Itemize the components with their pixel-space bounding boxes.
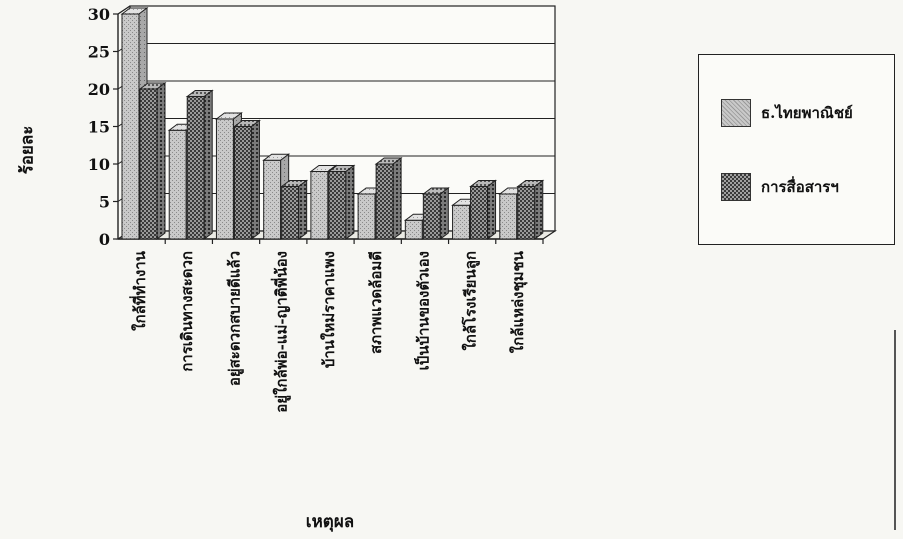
bar-side (203, 89, 213, 240)
y-tick-label: 10 (88, 155, 110, 174)
x-tick-label: อยู่ใกล้พ่อ-แม่-ญาติพี่น้อง (271, 251, 292, 413)
x-tick-label: ใกล้แหล่งชุมชน (509, 250, 528, 353)
bar-front (310, 171, 329, 240)
x-tick-label: การเดินทางสะดวก (178, 251, 196, 372)
bar-front (328, 171, 347, 240)
bar-2-8 (469, 179, 498, 240)
y-tick-label: 30 (88, 5, 110, 24)
x-tick-label: อยู่สะดวกสบายดีแล้ว (225, 251, 244, 386)
bar-front (263, 159, 282, 240)
x-axis-title: เหตุผล (305, 512, 355, 532)
legend-label-series-2: การสื่อสารฯ (761, 178, 839, 196)
bar-front (215, 118, 234, 240)
legend-label-series-1: ธ.ไทยพาณิชย์ (761, 104, 853, 122)
bar-side (392, 157, 402, 240)
bar-side (534, 179, 544, 240)
bar-front (233, 126, 252, 240)
legend-item-series-2: การสื่อสารฯ (721, 173, 839, 201)
bar-front (499, 193, 518, 240)
bar-2-2 (185, 89, 214, 240)
bar-front (452, 204, 471, 240)
bar-front (517, 186, 536, 240)
x-tick-label: สภาพแวดล้อมดี (367, 251, 385, 354)
axis-corner-line (117, 5, 131, 15)
bar-2-3 (232, 119, 261, 240)
x-tick-label: บ้านใหม่ราคาแพง (320, 251, 338, 368)
bar-front (186, 96, 205, 240)
bar-front (375, 163, 394, 240)
bar-side (156, 82, 166, 240)
bar-2-1 (138, 82, 167, 240)
bar-front (139, 88, 158, 240)
bar-front (470, 186, 489, 240)
y-tick-label: 15 (88, 118, 110, 137)
bar-2-9 (516, 179, 545, 240)
page-edge-line (894, 330, 896, 530)
bar-front (121, 13, 140, 240)
legend-item-series-1: ธ.ไทยพาณิชย์ (721, 99, 853, 127)
bar-side (250, 119, 260, 240)
legend-swatch-series-1 (721, 99, 751, 127)
y-tick-label: 0 (99, 230, 110, 249)
y-tick-label: 25 (88, 43, 110, 62)
x-tick-label: ใกล้ที่ทำงาน (129, 250, 149, 331)
bar-2-5 (327, 164, 356, 240)
y-axis-title-wrap: ร้อยละ (12, 110, 42, 190)
y-tick-label: 20 (88, 80, 110, 99)
x-tick-label: เป็นบ้านของตัวเอง (413, 251, 432, 370)
legend-swatch-series-2 (721, 173, 751, 201)
x-tick-label: ใกล้โรงเรียนลูก (461, 251, 481, 351)
bar-front (168, 129, 187, 240)
bar-front (281, 186, 300, 240)
legend: ธ.ไทยพาณิชย์ การสื่อสารฯ (698, 54, 895, 245)
y-tick-label: 5 (99, 193, 110, 212)
y-axis-title: ร้อยละ (17, 125, 38, 175)
bar-side (487, 179, 497, 240)
bar-front (422, 193, 441, 240)
bar-2-6 (374, 157, 403, 240)
bar-2-4 (280, 179, 309, 240)
bar-front (404, 219, 423, 240)
bar-side (439, 187, 449, 240)
bar-side (345, 164, 355, 240)
bar-front (357, 193, 376, 240)
bar-side (298, 179, 308, 240)
bar-2-7 (421, 187, 450, 240)
